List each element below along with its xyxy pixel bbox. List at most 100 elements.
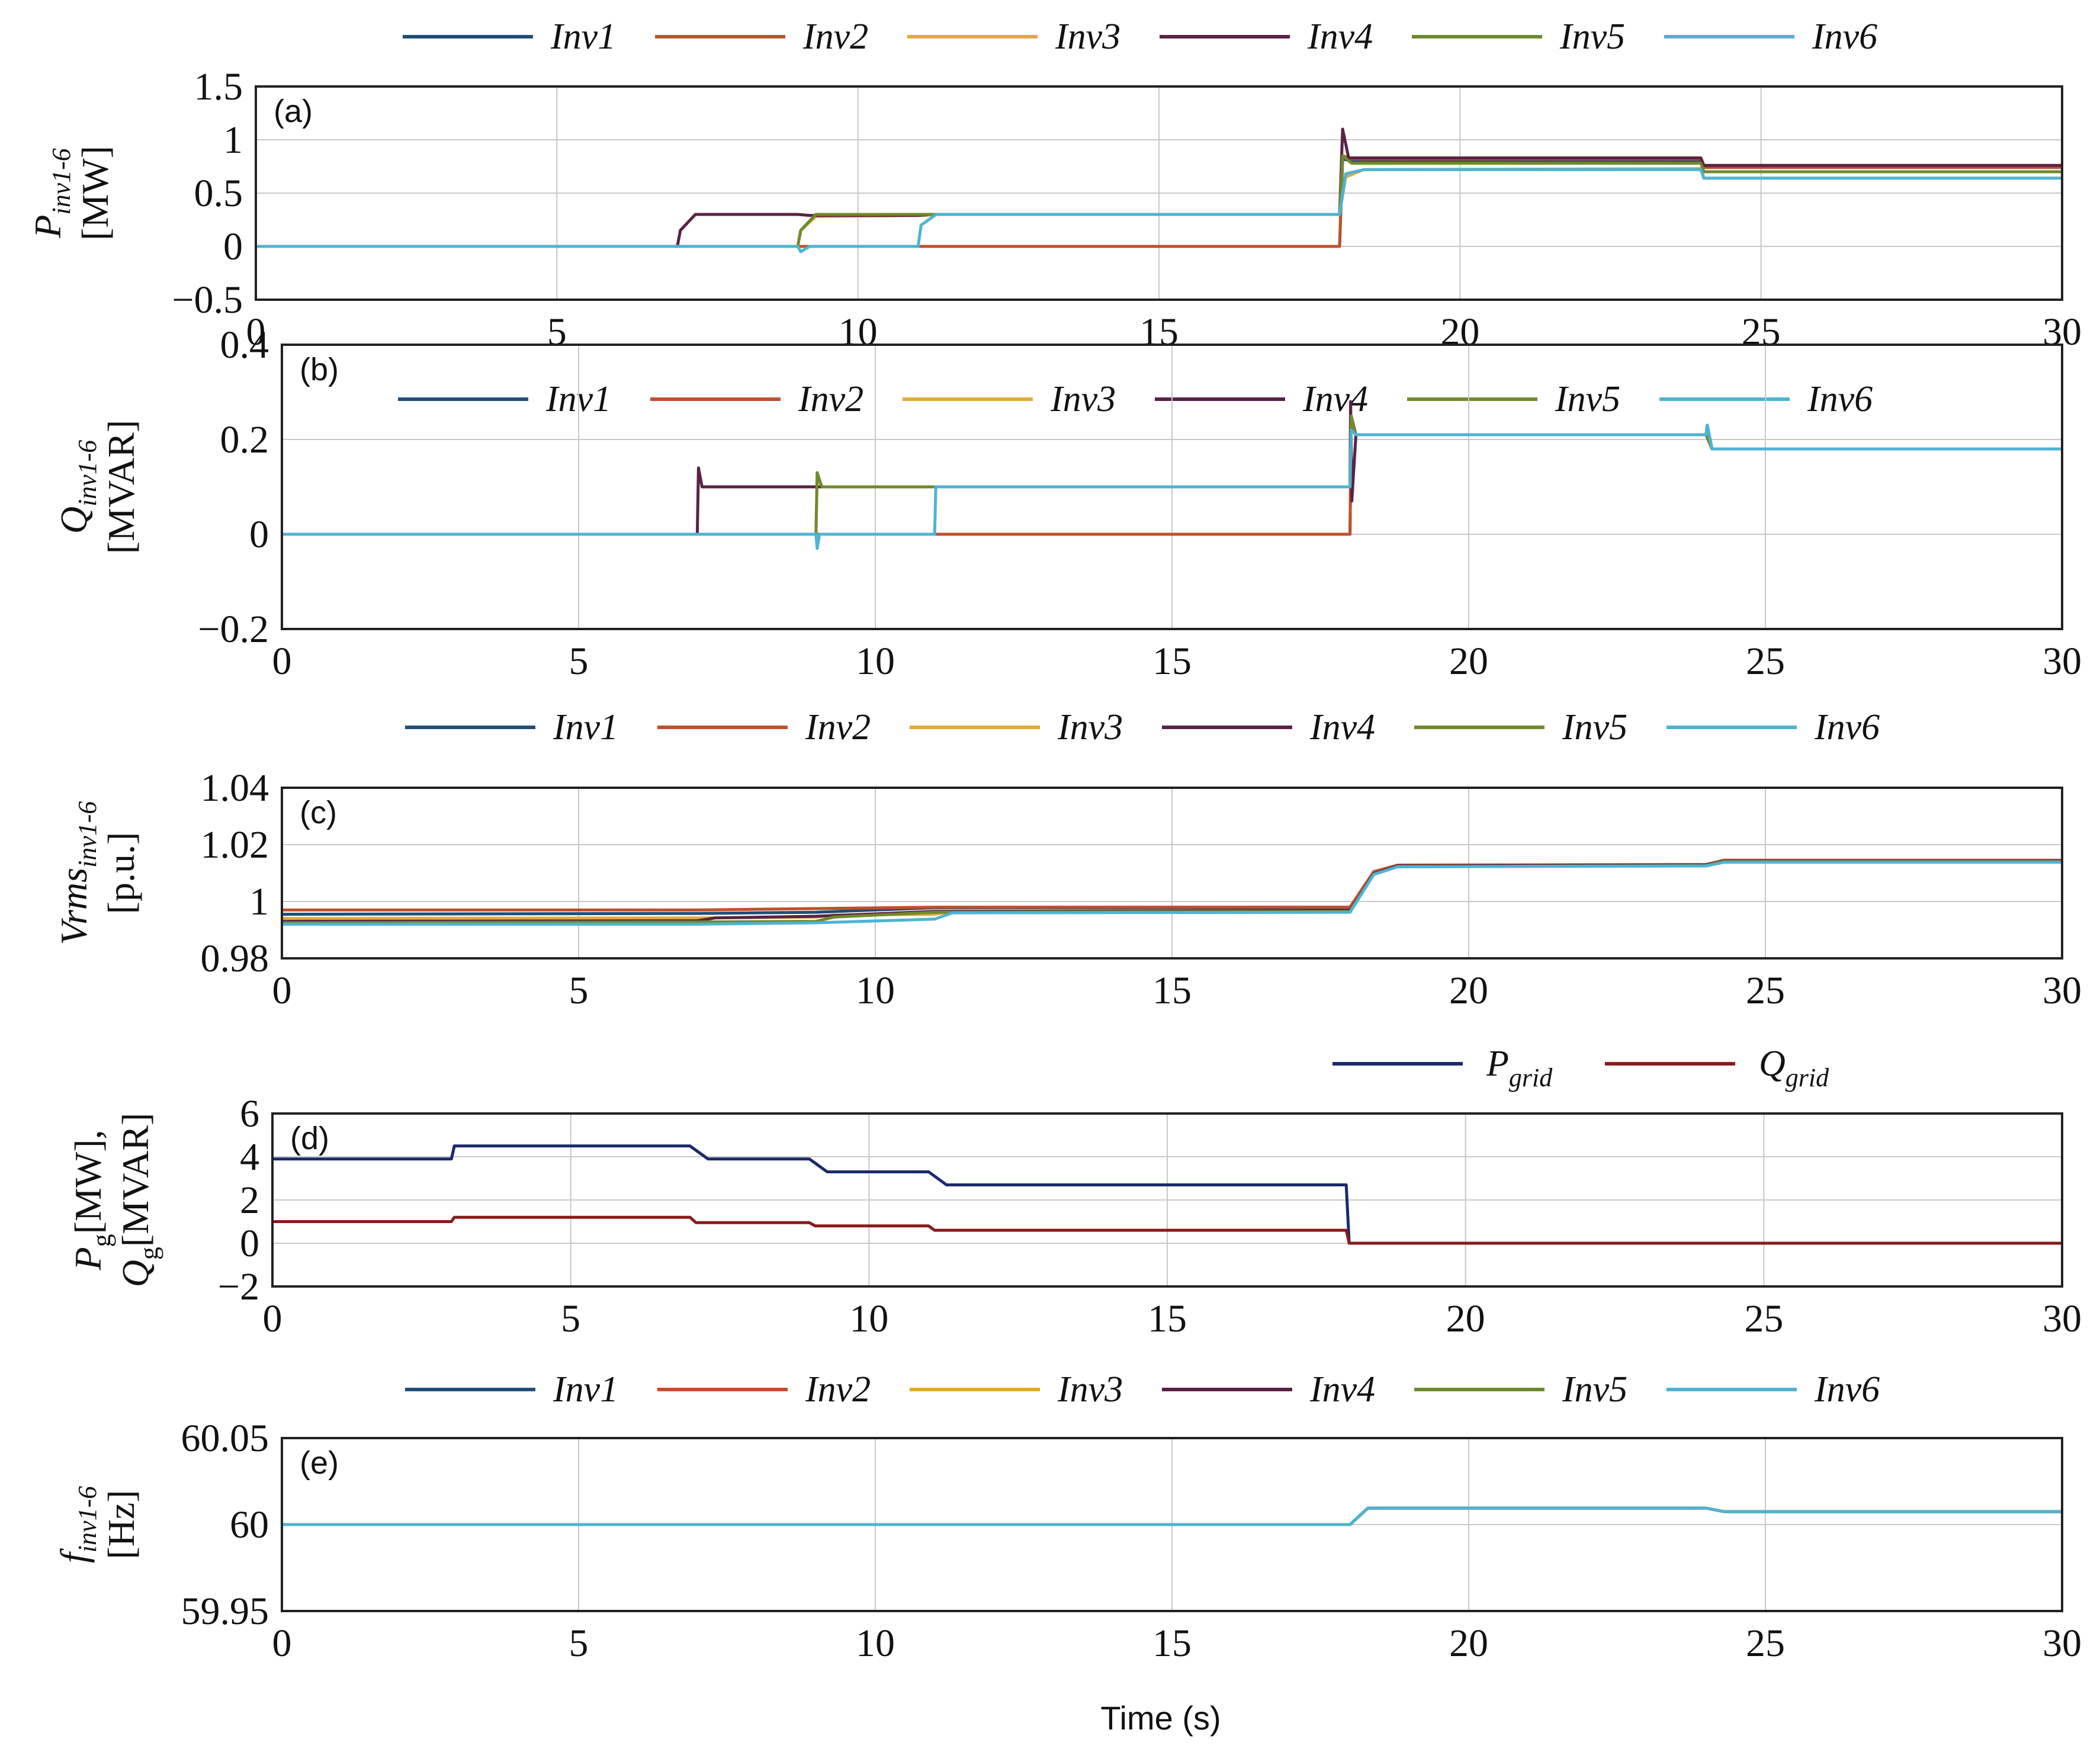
series-line-inv6: [282, 423, 2062, 550]
legend-label-inv5: Inv5: [1555, 379, 1620, 419]
legend-label-inv1: Inv1: [553, 707, 618, 747]
x-tick-label: 10: [856, 1622, 895, 1665]
legend-label-inv3: Inv3: [1057, 707, 1123, 747]
plot-series-group: [282, 400, 2062, 550]
x-tick-label: 15: [1152, 640, 1192, 683]
legend-label-inv5: Inv5: [1562, 1369, 1627, 1410]
series-line-inv6: [256, 168, 2062, 254]
plot-series-group: [272, 1144, 2062, 1245]
legend-label-inv2: Inv2: [805, 707, 871, 747]
y-axis-label-subscript: inv1-6: [73, 1486, 102, 1552]
legend-label-inv4: Inv4: [1307, 17, 1373, 57]
y-tick-label: −0.5: [172, 278, 243, 322]
legend-label-sub: grid: [1786, 1063, 1829, 1092]
y-axis-label-line2: Qg[MVAR]: [114, 1113, 163, 1288]
panel-label: (e): [300, 1445, 339, 1481]
plot-frame: [271, 1112, 2063, 1288]
legend-label-inv5: Inv5: [1562, 707, 1627, 747]
x-tick-label: 10: [856, 640, 895, 683]
x-tick-label: 10: [839, 310, 878, 354]
y-tick-label: 1.02: [201, 823, 269, 867]
plot-frame: [281, 1437, 2063, 1612]
legend-label-inv3: Inv3: [1050, 379, 1116, 419]
x-tick-label: 15: [1139, 310, 1179, 354]
x-tick-label: 15: [1152, 969, 1192, 1012]
panel-label: (b): [300, 352, 339, 387]
series-line-inv6: [282, 1506, 2062, 1526]
y-tick-label: 60: [230, 1503, 269, 1546]
x-tick-label: 10: [856, 969, 895, 1012]
x-tick-label: 15: [1148, 1297, 1187, 1340]
y-tick-label: 0.5: [194, 172, 243, 215]
legend-label-inv1: Inv1: [550, 17, 616, 57]
panel-c: Inv1 Inv2 Inv3 Inv4 Inv5 Inv6 0 5 10 15 20 25 30 0.98…: [53, 707, 2082, 1012]
x-tick-label: 20: [1440, 310, 1479, 354]
x-tick-label: 30: [2043, 969, 2082, 1012]
y-tick-label: 0.4: [220, 323, 269, 367]
y-axis-label-unit: [MVAR]: [100, 420, 142, 554]
legend-label-inv1: Inv1: [553, 1369, 618, 1410]
plot-series-group: [282, 1506, 2062, 1526]
plot-frame: [255, 85, 2063, 301]
series-line-p-grid: [272, 1144, 2062, 1245]
y-axis-label-part: Q: [114, 1260, 156, 1287]
y-tick-label: 1.04: [201, 766, 269, 810]
y-axis-label-subscript: inv1-6: [47, 148, 76, 214]
legend-label-inv3: Inv3: [1057, 1369, 1123, 1410]
y-axis-label-subscript: inv1-6: [73, 801, 102, 868]
panel-label: (d): [290, 1121, 329, 1156]
legend-label-inv2: Inv2: [802, 17, 868, 57]
y-axis-label-unit: [p.u.]: [100, 832, 142, 914]
y-axis-label-line1: Pg[MW],: [67, 1130, 116, 1270]
y-tick-label: 0: [240, 1222, 259, 1265]
x-tick-label: 25: [1746, 1622, 1785, 1665]
y-axis-label-part: [MW],: [67, 1130, 109, 1234]
x-tick-label: 20: [1449, 640, 1488, 683]
y-axis-label-main: Vrmsinv1-6: [53, 801, 102, 945]
legend-label-main: Q: [1759, 1044, 1786, 1084]
x-tick-label: 5: [569, 640, 589, 683]
legend-label-inv3: Inv3: [1055, 17, 1120, 57]
y-axis-label-unit: [Hz]: [100, 1490, 142, 1559]
x-tick-label: 5: [569, 969, 589, 1012]
legend-label-main: P: [1486, 1044, 1509, 1084]
y-axis-label-part: [MVAR]: [114, 1113, 156, 1247]
legend-label-q_grid: Qgrid: [1759, 1044, 1829, 1092]
x-tick-label: 30: [2043, 1622, 2082, 1665]
x-tick-label: 15: [1152, 1622, 1192, 1665]
x-tick-label: 0: [272, 1622, 292, 1665]
x-tick-label: 0: [263, 1297, 282, 1340]
legend-label-inv4: Inv4: [1309, 707, 1375, 747]
y-tick-label: 0.2: [220, 418, 269, 461]
legend-label-inv6: Inv6: [1814, 1369, 1880, 1410]
y-tick-label: −2: [218, 1265, 259, 1308]
y-tick-label: 0: [249, 513, 269, 556]
plot-series-group: [256, 127, 2062, 254]
x-tick-label: 25: [1746, 640, 1785, 683]
y-tick-label: 1: [223, 118, 243, 162]
series-line-inv6: [282, 861, 2062, 926]
plot-series-group: [282, 858, 2062, 926]
y-tick-label: 0.98: [201, 937, 269, 980]
y-axis-label-part: P: [67, 1247, 109, 1270]
x-tick-label: 10: [849, 1297, 888, 1340]
plot-frame: [281, 787, 2063, 960]
y-axis-label-part: g: [87, 1234, 116, 1247]
panel-e: Inv1 Inv2 Inv3 Inv4 Inv5 Inv6 0 5 10 15 20 25 30 59.9…: [53, 1369, 2082, 1665]
legend-label-inv4: Inv4: [1309, 1369, 1375, 1410]
panel-label: (a): [274, 94, 313, 129]
y-axis-label-symbol: P: [27, 215, 69, 239]
x-tick-label: 30: [2043, 640, 2082, 683]
x-tick-label: 25: [1744, 1297, 1783, 1340]
x-tick-label: 5: [561, 1297, 580, 1340]
y-axis-label-main: finv1-6: [53, 1486, 102, 1563]
x-tick-label: 25: [1742, 310, 1781, 354]
x-tick-label: 5: [569, 1622, 589, 1665]
y-axis-label-symbol: Q: [53, 506, 95, 534]
y-tick-label: 1.5: [194, 65, 243, 108]
y-tick-label: −0.2: [198, 608, 269, 651]
